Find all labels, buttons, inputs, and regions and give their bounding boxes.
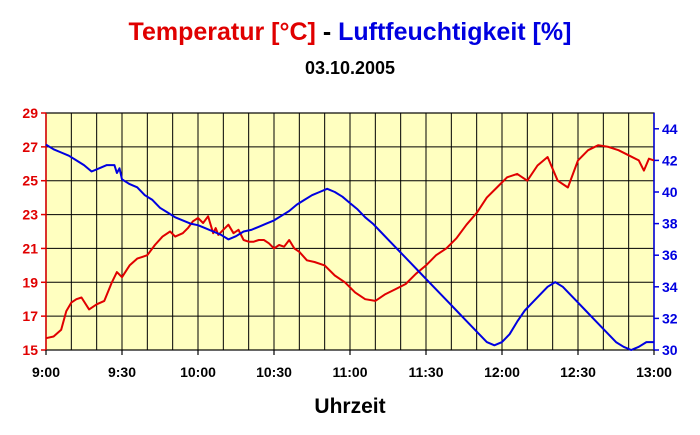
x-tick-label: 12:00 bbox=[484, 364, 520, 380]
x-tick-label: 9:30 bbox=[108, 364, 136, 380]
x-axis-label: Uhrzeit bbox=[314, 395, 386, 418]
y-right-tick-label: 34 bbox=[662, 279, 678, 295]
x-tick-label: 12:30 bbox=[560, 364, 596, 380]
y-right-tick-label: 38 bbox=[662, 216, 678, 232]
x-tick-label: 13:00 bbox=[636, 364, 672, 380]
title-separator: - bbox=[315, 18, 339, 46]
x-tick-label: 10:00 bbox=[180, 364, 216, 380]
y-left-tick-label: 23 bbox=[22, 207, 38, 223]
y-left-tick-label: 21 bbox=[22, 240, 38, 256]
y-right-tick-label: 36 bbox=[662, 247, 678, 263]
y-right-tick-label: 30 bbox=[662, 342, 678, 358]
title-humidity: Luftfeuchtigkeit [%] bbox=[338, 18, 572, 46]
chart-title: Temperatur [°C] - Luftfeuchtigkeit [%] bbox=[0, 18, 700, 47]
y-left-tick-label: 27 bbox=[22, 139, 38, 155]
y-left-tick-label: 17 bbox=[22, 308, 38, 324]
y-right-tick-label: 42 bbox=[662, 152, 678, 168]
humidity-line bbox=[45, 143, 654, 351]
y-left-tick-label: 29 bbox=[22, 105, 38, 121]
y-right-tick-label: 40 bbox=[662, 184, 678, 200]
y-left-tick-label: 15 bbox=[22, 342, 38, 358]
x-tick-label: 11:30 bbox=[408, 364, 443, 380]
temperature-line bbox=[45, 144, 655, 340]
title-temperature: Temperatur [°C] bbox=[128, 18, 316, 46]
y-right-tick-label: 32 bbox=[662, 310, 678, 326]
x-tick-label: 11:00 bbox=[332, 364, 367, 380]
y-right-tick-label: 44 bbox=[662, 121, 678, 137]
x-tick-label: 10:30 bbox=[256, 364, 292, 380]
y-left-tick-label: 19 bbox=[22, 274, 38, 290]
chart-subtitle: 03.10.2005 bbox=[304, 58, 396, 78]
x-tick-label: 9:00 bbox=[32, 364, 60, 380]
y-left-tick-label: 25 bbox=[22, 173, 38, 189]
